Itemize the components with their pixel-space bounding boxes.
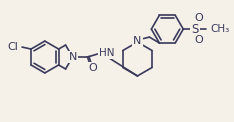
Text: O: O [88, 63, 97, 73]
Text: CH₃: CH₃ [210, 24, 229, 34]
Text: O: O [195, 13, 204, 23]
Text: Cl: Cl [7, 42, 18, 52]
Text: O: O [195, 35, 204, 45]
Text: S: S [191, 23, 199, 36]
Text: N: N [69, 52, 77, 62]
Text: HN: HN [99, 48, 115, 58]
Text: N: N [133, 36, 142, 46]
